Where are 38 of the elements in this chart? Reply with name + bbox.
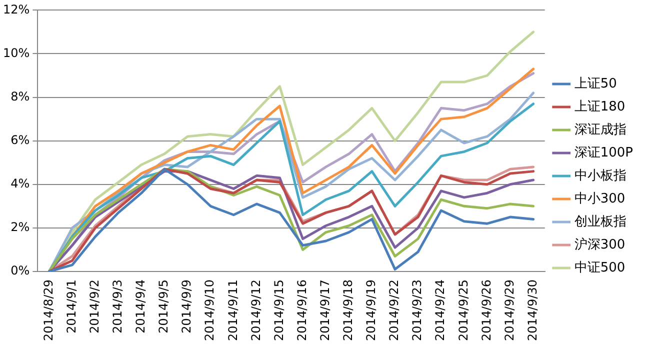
y-tick-label: 4%	[10, 176, 30, 191]
x-tick-label: 2014/9/5	[156, 279, 171, 334]
legend-label: 上证50	[574, 76, 617, 92]
x-tick-label: 2014/8/29	[41, 279, 56, 341]
x-tick-label: 2014/9/24	[433, 279, 448, 341]
y-tick-label: 12%	[3, 2, 30, 16]
x-tick-label: 2014/9/29	[502, 279, 516, 341]
x-tick-label: 2014/9/19	[364, 279, 378, 341]
legend-label: 上证180	[574, 99, 626, 114]
x-tick-label: 2014/9/15	[272, 279, 286, 341]
x-tick-label: 2014/9/11	[226, 279, 240, 341]
legend-label: 中小300	[574, 191, 626, 206]
x-tick-label: 2014/9/26	[479, 279, 494, 341]
x-tick-label: 2014/9/16	[294, 279, 309, 341]
x-tick-label: 2014/9/30	[525, 279, 540, 341]
y-tick-label: 10%	[3, 46, 30, 60]
legend-label: 深证100P	[574, 145, 634, 160]
y-tick-label: 0%	[10, 264, 30, 278]
x-tick-label: 2014/9/1	[64, 279, 78, 334]
x-tick-label: 2014/9/23	[410, 279, 424, 341]
legend-label: 中小板指	[574, 168, 626, 184]
legend-label: 深证成指	[574, 122, 626, 138]
x-tick-label: 2014/9/2	[87, 279, 102, 334]
legend-label: 沪深300	[574, 236, 626, 252]
y-tick-label: 6%	[10, 132, 30, 147]
legend-label: 中证500	[574, 260, 626, 276]
x-tick-label: 2014/9/10	[202, 279, 217, 341]
x-tick-label: 2014/9/9	[180, 279, 194, 334]
x-tick-label: 2014/9/25	[456, 279, 470, 341]
legend-label: 创业板指	[574, 214, 626, 230]
x-tick-label: 2014/9/3	[110, 279, 124, 334]
y-tick-label: 8%	[10, 89, 30, 104]
x-tick-label: 2014/9/12	[248, 279, 263, 341]
x-tick-label: 2014/9/18	[341, 279, 356, 341]
x-tick-label: 2014/9/22	[387, 279, 402, 341]
x-tick-label: 2014/9/17	[318, 279, 332, 341]
y-tick-label: 2%	[10, 220, 30, 234]
x-tick-label: 2014/9/4	[134, 279, 148, 334]
